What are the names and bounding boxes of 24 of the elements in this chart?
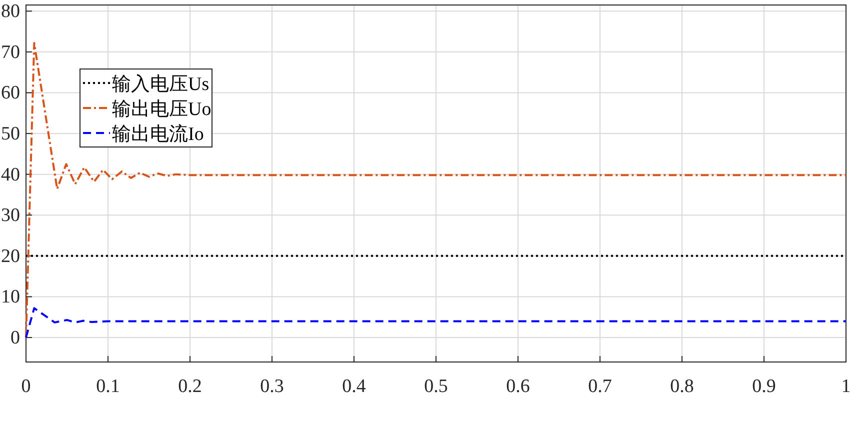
x-tick-label: 0.7 [588,376,612,397]
y-tick-label: 20 [1,246,20,267]
x-tick-label: 0.8 [670,376,694,397]
line-series [25,42,847,339]
y-tick-label: 50 [1,124,20,145]
x-tick-label: 0.2 [178,376,202,397]
x-tick-label: 0.9 [752,376,776,397]
x-tick-label: 1 [841,376,851,397]
y-tick-label: 80 [1,1,20,22]
y-tick-label: 40 [1,164,20,186]
line-series [25,307,847,339]
x-tick-label: 0.4 [342,376,366,397]
x-tick-label: 0.6 [506,376,530,397]
x-tick-label: 0.5 [424,376,448,397]
legend-label: 输入电压Us [112,74,210,95]
y-tick-label: 10 [1,286,20,308]
x-tick-label: 0.1 [96,376,120,397]
y-tick-label: 60 [1,82,20,104]
y-tick-label: 70 [1,42,20,63]
legend-label: 输出电压Uo [112,99,212,120]
y-tick-label: 30 [1,205,20,226]
y-tick-label: 0 [10,328,20,349]
legend-label: 输出电流Io [112,123,204,145]
x-tick-label: 0.3 [260,376,284,397]
